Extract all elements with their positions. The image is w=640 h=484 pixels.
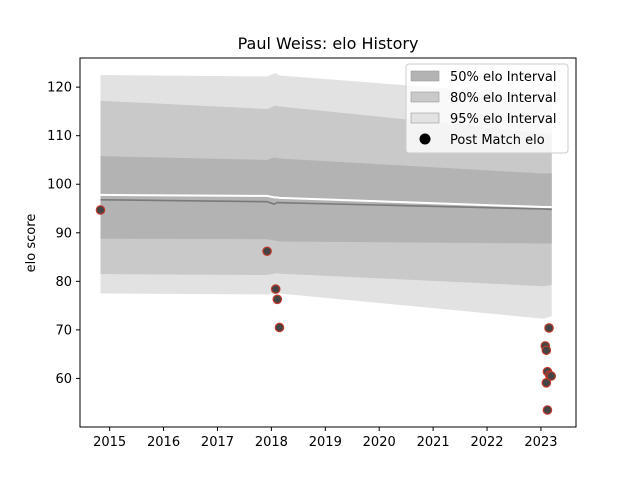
- y-tick-label: 90: [55, 226, 72, 241]
- y-axis: 60 70 80 90 100 110 120: [47, 81, 80, 387]
- post-match-point: [262, 246, 272, 257]
- x-tick-label: 2016: [147, 435, 180, 450]
- post-match-point: [95, 205, 106, 215]
- y-tick-label: 70: [55, 323, 72, 338]
- x-tick-label: 2022: [470, 435, 503, 450]
- y-axis-label: elo score: [24, 214, 39, 273]
- legend-label: 50% elo Interval: [450, 70, 557, 85]
- line-series-4: [100, 193, 552, 209]
- post-match-point: [541, 378, 552, 388]
- x-tick-label: 2015: [93, 435, 126, 450]
- legend-swatch-95-elo-interval: [410, 112, 440, 124]
- x-axis: 2015 2016 2017 2018 2019 2020 2021 2022 2023: [93, 427, 558, 450]
- legend-label: 80% elo Interval: [450, 91, 557, 106]
- legend-swatch-80-elo-interval: [410, 91, 440, 103]
- post-match-point: [274, 322, 285, 333]
- legend-label: Post Match elo: [450, 133, 545, 148]
- x-tick-label: 2023: [524, 435, 557, 450]
- post-match-point: [542, 405, 553, 415]
- axes-frame: [79, 57, 577, 428]
- legend-box: [405, 63, 569, 154]
- legend-swatch-50-elo-interval: [410, 70, 440, 82]
- y-tick-label: 100: [47, 178, 72, 193]
- x-tick-label: 2017: [201, 435, 234, 450]
- x-tick-label: 2020: [363, 435, 396, 450]
- y-tick-label: 60: [55, 372, 72, 387]
- y-tick-label: 80: [55, 275, 72, 290]
- y-tick-label: 120: [47, 81, 72, 96]
- line-series-5: [100, 198, 552, 211]
- x-tick-label: 2018: [255, 435, 288, 450]
- legend: 50% elo Interval 80% elo Interval 95% elo …: [405, 63, 569, 154]
- post-match-point: [272, 294, 283, 305]
- post-match-point: [541, 345, 552, 356]
- post-match-point: [544, 323, 554, 333]
- x-tick-label: 2021: [417, 435, 450, 450]
- y-tick-label: 110: [47, 129, 72, 144]
- legend-marker-post-match-elo: [419, 133, 431, 145]
- chart-title: Paul Weiss: elo History: [238, 34, 419, 53]
- post-match-point: [546, 371, 556, 381]
- x-tick-label: 2019: [309, 435, 342, 450]
- post-match-point: [270, 284, 281, 294]
- legend-label: 95% elo Interval: [450, 112, 557, 127]
